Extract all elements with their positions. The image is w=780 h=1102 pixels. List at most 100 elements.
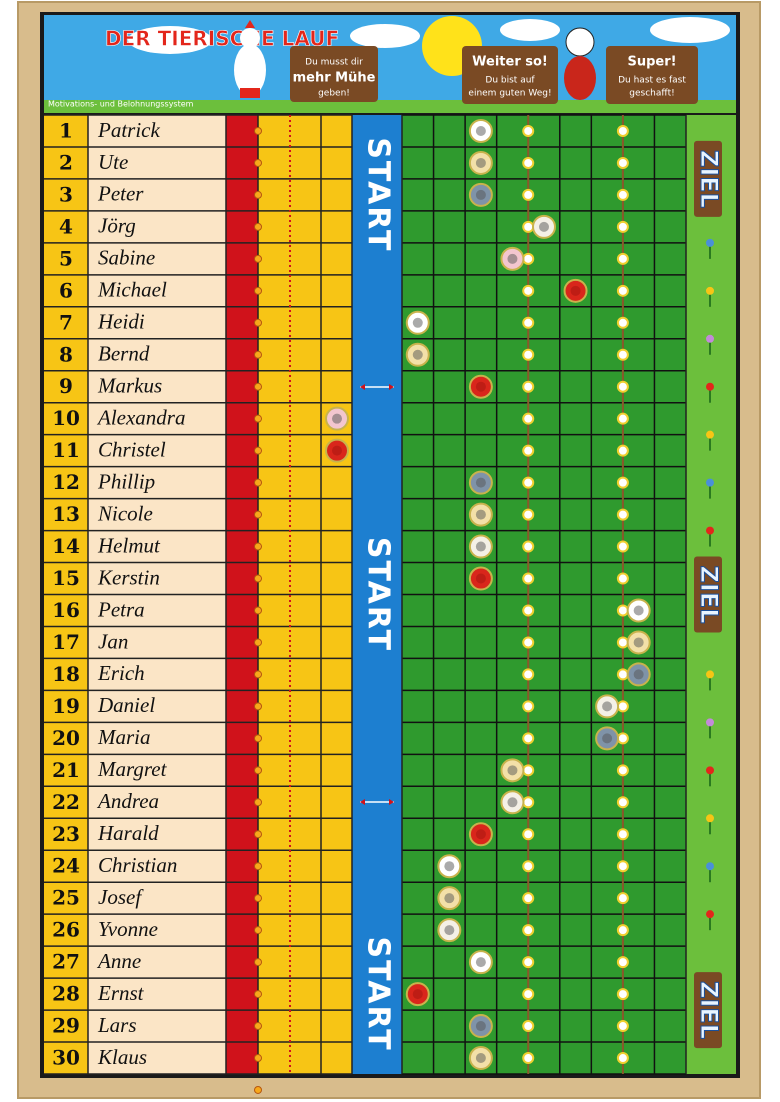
flower-dot: [254, 1022, 262, 1031]
token-face: [475, 125, 486, 136]
row-number: 21: [52, 758, 80, 782]
flower: [522, 860, 535, 873]
token-face: [507, 797, 518, 808]
flower: [616, 988, 629, 1001]
token-face: [475, 509, 486, 520]
flower-dot: [254, 606, 262, 615]
token-face: [475, 189, 486, 200]
start-label: START: [361, 936, 396, 1051]
flower-dot: [254, 318, 262, 327]
flower: [522, 796, 535, 809]
row-number: 26: [52, 918, 80, 942]
flower: [616, 860, 629, 873]
flower-dot: [254, 222, 262, 231]
flower: [522, 412, 535, 425]
flower: [522, 1020, 535, 1033]
row-number: 29: [52, 1014, 80, 1038]
token-face: [602, 733, 613, 744]
row-number: 27: [52, 950, 80, 974]
start-label: START: [361, 537, 396, 652]
row-name: Helmut: [97, 533, 161, 557]
row-number: 11: [52, 438, 80, 462]
row-name: Yvonne: [98, 917, 158, 941]
row-name: Andrea: [96, 789, 159, 813]
row-name: Kerstin: [97, 565, 160, 589]
row-name: Petra: [97, 597, 145, 621]
token-face: [444, 861, 455, 872]
plant-bloom: [706, 478, 714, 487]
row-name: Michael: [97, 278, 167, 302]
token-face: [475, 829, 486, 840]
flower: [616, 924, 629, 937]
plant-bloom: [706, 286, 714, 295]
row-number: 8: [59, 342, 73, 366]
token-face: [412, 317, 423, 328]
flower: [522, 508, 535, 521]
token-face: [412, 349, 423, 360]
goal-sign: [694, 556, 722, 633]
plant-bloom: [706, 670, 714, 679]
plant-bloom: [706, 526, 714, 535]
flower-dot: [254, 734, 262, 743]
flower-dot: [254, 958, 262, 967]
sign-3: Super! Du hast es fast geschafft!: [606, 46, 698, 104]
token-face: [332, 413, 342, 424]
flower: [522, 252, 535, 265]
row-number: 2: [59, 150, 73, 174]
flower: [616, 380, 629, 393]
row-number: 12: [52, 470, 80, 494]
token-face: [633, 605, 644, 616]
plant-bloom: [706, 382, 714, 391]
flower-dot: [254, 926, 262, 935]
flower: [616, 252, 629, 265]
flower-dot: [254, 286, 262, 295]
row-number: 9: [59, 374, 73, 398]
flower: [522, 316, 535, 329]
flower-dot: [254, 798, 262, 807]
row-name: Margret: [97, 757, 168, 781]
flower: [616, 700, 629, 713]
plant-bloom: [706, 862, 714, 871]
flower: [522, 380, 535, 393]
flower: [522, 668, 535, 681]
goal-sign: [694, 972, 722, 1049]
token-face: [507, 765, 518, 776]
token-face: [444, 893, 455, 904]
flower: [616, 572, 629, 585]
flower: [616, 412, 629, 425]
row-name: Alexandra: [96, 405, 185, 429]
row-number: 1: [59, 118, 73, 142]
row-name: Patrick: [97, 118, 160, 142]
flower: [522, 700, 535, 713]
sign-text: Du bist auf: [485, 76, 535, 86]
flower: [522, 124, 535, 137]
row-name: Peter: [97, 182, 144, 206]
flower-dot: [254, 670, 262, 679]
flower: [522, 764, 535, 777]
row-number: 24: [52, 854, 80, 878]
flower: [616, 508, 629, 521]
flower: [522, 732, 535, 745]
flower: [616, 476, 629, 489]
flower: [522, 572, 535, 585]
plant-bloom: [706, 238, 714, 247]
cow-figure: [564, 27, 596, 100]
flower: [616, 604, 629, 617]
row-number: 18: [52, 662, 80, 686]
chicken-figure: [234, 20, 266, 98]
row-number: 3: [59, 182, 73, 206]
flower: [616, 444, 629, 457]
plant-bloom: [706, 766, 714, 775]
flower: [616, 668, 629, 681]
row-number: 14: [52, 534, 80, 558]
flower-dot: [254, 254, 262, 263]
flower: [616, 956, 629, 969]
flower: [522, 444, 535, 457]
flower-dot: [254, 766, 262, 775]
flower-dot: [254, 126, 262, 135]
flower-dot: [254, 350, 262, 359]
flower-dot: [254, 1054, 262, 1063]
flower: [522, 476, 535, 489]
row-name: Harald: [97, 821, 159, 845]
